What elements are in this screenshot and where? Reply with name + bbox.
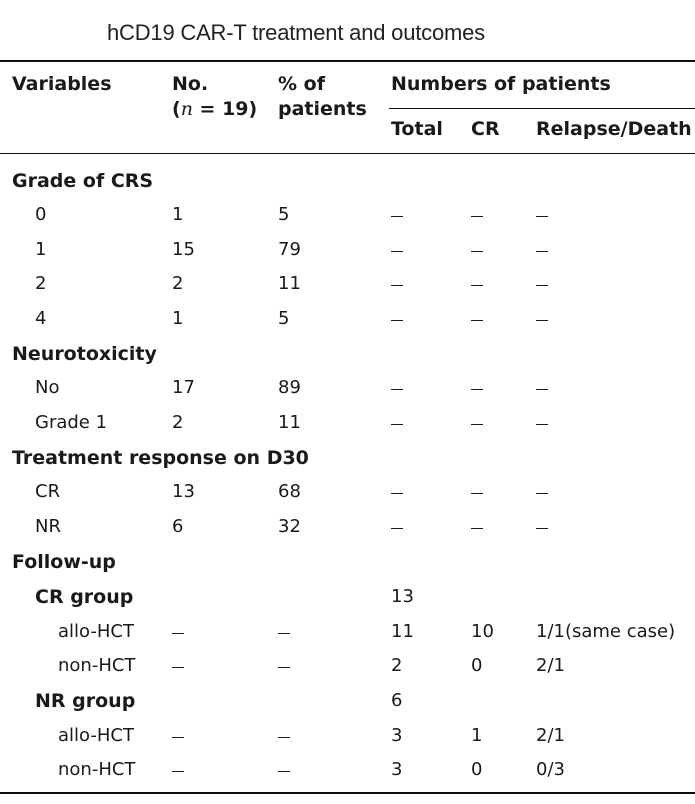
header-total: Total	[391, 118, 443, 140]
top-rule	[0, 60, 695, 62]
dash	[536, 424, 548, 425]
dash	[471, 424, 483, 425]
row-no: 1	[172, 308, 184, 329]
dash	[471, 320, 483, 321]
dash	[536, 251, 548, 252]
dash	[278, 737, 290, 738]
nr-group-total: 6	[391, 690, 403, 711]
header-numbers-of-patients: Numbers of patients	[391, 73, 611, 95]
row-label: 2	[35, 273, 47, 294]
header-pct: % of	[278, 73, 325, 95]
row-pct: 11	[278, 273, 301, 294]
dash	[471, 216, 483, 217]
section-treatment-response: Treatment response on D30	[12, 447, 309, 469]
dash	[278, 771, 290, 772]
header-variables: Variables	[12, 73, 112, 95]
row-cr: 10	[471, 621, 494, 642]
header-relapse-death: Relapse/Death	[536, 118, 692, 140]
row-no: 6	[172, 516, 184, 537]
row-label: No	[35, 377, 60, 398]
dash	[536, 320, 548, 321]
row-label: 0	[35, 204, 47, 225]
row-pct: 11	[278, 412, 301, 433]
header-no: No.	[172, 73, 209, 95]
row-no: 1	[172, 204, 184, 225]
table-caption: hCD19 CAR-T treatment and outcomes	[107, 20, 485, 45]
row-no: 2	[172, 273, 184, 294]
row-relapse-death: 1/1(same case)	[536, 621, 676, 642]
section-nr-group: NR group	[35, 690, 136, 712]
row-no: 2	[172, 412, 184, 433]
dash	[172, 771, 184, 772]
dash	[471, 251, 483, 252]
dash	[172, 633, 184, 634]
subheader-rule	[389, 108, 695, 109]
row-total: 3	[391, 725, 403, 746]
dash	[471, 493, 483, 494]
header-n-open: (	[172, 98, 181, 120]
section-grade-of-crs: Grade of CRS	[12, 170, 154, 192]
row-label: 4	[35, 308, 47, 329]
dash	[172, 667, 184, 668]
dash	[278, 633, 290, 634]
row-label: allo-HCT	[58, 621, 134, 642]
row-label: 1	[35, 239, 47, 260]
row-relapse-death: 2/1	[536, 655, 565, 676]
dash	[536, 493, 548, 494]
dash	[391, 320, 403, 321]
dash	[391, 285, 403, 286]
row-relapse-death: 2/1	[536, 725, 565, 746]
row-label: Grade 1	[35, 412, 108, 433]
row-pct: 79	[278, 239, 301, 260]
section-cr-group: CR group	[35, 586, 134, 608]
row-total: 3	[391, 759, 403, 780]
dash	[471, 389, 483, 390]
row-no: 15	[172, 239, 195, 260]
row-total: 11	[391, 621, 414, 642]
dash	[536, 285, 548, 286]
header-cr: CR	[471, 118, 500, 140]
row-label: non-HCT	[58, 655, 136, 676]
row-cr: 0	[471, 655, 483, 676]
section-neurotoxicity: Neurotoxicity	[12, 343, 157, 365]
section-follow-up: Follow-up	[12, 551, 116, 573]
dash	[172, 737, 184, 738]
row-label: allo-HCT	[58, 725, 134, 746]
row-pct: 32	[278, 516, 301, 537]
row-no: 17	[172, 377, 195, 398]
header-n-symbol: n	[180, 98, 193, 120]
row-cr: 0	[471, 759, 483, 780]
row-pct: 5	[278, 204, 290, 225]
row-label: CR	[35, 481, 61, 502]
dash	[471, 285, 483, 286]
dash	[391, 424, 403, 425]
dash	[391, 528, 403, 529]
dash	[536, 216, 548, 217]
cr-group-total: 13	[391, 586, 414, 607]
dash	[278, 667, 290, 668]
row-cr: 1	[471, 725, 483, 746]
dash	[391, 493, 403, 494]
dash	[391, 389, 403, 390]
bottom-rule	[0, 792, 695, 794]
row-pct: 68	[278, 481, 301, 502]
dash	[471, 528, 483, 529]
row-no: 13	[172, 481, 195, 502]
row-label: NR	[35, 516, 61, 537]
row-pct: 5	[278, 308, 290, 329]
row-total: 2	[391, 655, 403, 676]
dash	[536, 389, 548, 390]
dash	[391, 216, 403, 217]
dash	[391, 251, 403, 252]
header-pct-patients: patients	[278, 98, 367, 120]
row-pct: 89	[278, 377, 301, 398]
header-rule	[0, 153, 695, 154]
header-n: (n = 19)	[172, 97, 257, 121]
row-relapse-death: 0/3	[536, 759, 565, 780]
dash	[536, 528, 548, 529]
row-label: non-HCT	[58, 759, 136, 780]
header-n-value: = 19)	[192, 98, 258, 120]
